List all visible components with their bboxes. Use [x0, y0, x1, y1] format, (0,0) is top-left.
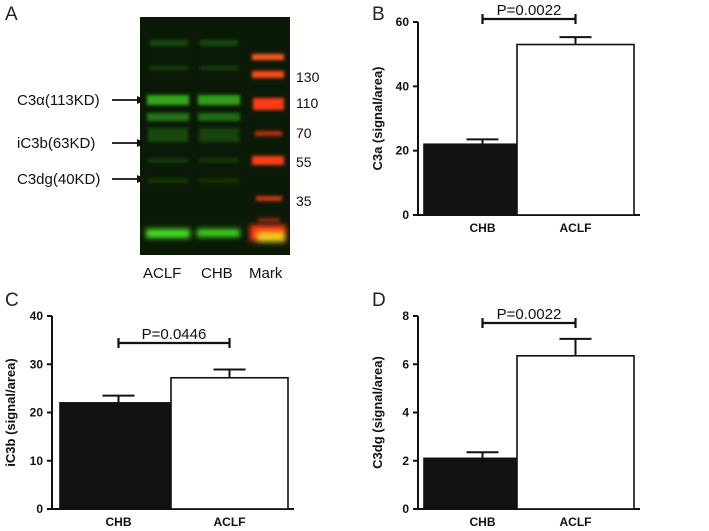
- bar-aclf: [516, 355, 635, 510]
- y-tick-label: 2: [402, 454, 409, 468]
- y-tick-label: 6: [402, 357, 409, 371]
- lane-label-mark: Mark: [249, 265, 283, 282]
- chart-b: B 0 20 40 60 C3a (signal/area) CHB ACLF P=0.0022: [370, 2, 640, 235]
- y-tick-label: 8: [402, 309, 409, 323]
- ladder-label-110: 110: [296, 95, 319, 111]
- y-axis-title: C3a (signal/area): [370, 66, 385, 170]
- panel-letter-a: A: [5, 4, 18, 25]
- band-label-c3alpha: C3α(113KD): [17, 92, 100, 109]
- panel-letter-b: B: [372, 4, 385, 25]
- blot-image: [140, 17, 290, 255]
- ladder-label-70: 70: [296, 125, 312, 141]
- category-label-aclf: ACLF: [214, 515, 246, 529]
- bar-aclf: [170, 376, 289, 510]
- y-tick-label: 20: [30, 406, 44, 420]
- arrow-ic3b: [112, 139, 146, 147]
- band-arrows: [112, 96, 146, 183]
- ladder-labels: 130 110 70 55 35: [296, 69, 320, 209]
- band-label-ic3b: iC3b(63KD): [17, 135, 95, 152]
- p-value-label: P=0.0022: [497, 306, 562, 323]
- category-label-chb: CHB: [470, 515, 496, 529]
- y-tick-label: 0: [402, 208, 409, 222]
- y-tick-label: 4: [402, 406, 409, 420]
- bar-chb: [59, 402, 178, 510]
- band-labels: C3α(113KD) iC3b(63KD) C3dg(40KD): [17, 92, 100, 188]
- ladder-label-55: 55: [296, 154, 312, 170]
- y-tick-label: 20: [396, 144, 410, 158]
- y-tick-label: 0: [36, 502, 43, 516]
- y-axis-title: iC3b (signal/area): [3, 358, 18, 466]
- category-label-aclf: ACLF: [560, 221, 592, 235]
- lane-labels: ACLF CHB Mark: [143, 265, 283, 282]
- chart-d: D 0 2 4 6 8 C3dg (signal/area) CHB ACLF P=0.0022: [370, 290, 640, 529]
- y-axis-title: C3dg (signal/area): [370, 356, 385, 469]
- bar-aclf: [516, 43, 635, 216]
- p-value-label: P=0.0446: [142, 326, 207, 343]
- y-tick-label: 30: [30, 357, 44, 371]
- arrow-c3alpha: [112, 96, 146, 104]
- ladder-label-35: 35: [296, 193, 312, 209]
- category-label-chb: CHB: [106, 515, 132, 529]
- band-label-c3dg: C3dg(40KD): [17, 171, 100, 188]
- panel-letter-d: D: [372, 290, 386, 311]
- lane-label-chb: CHB: [201, 265, 233, 282]
- category-label-chb: CHB: [470, 221, 496, 235]
- y-tick-label: 0: [402, 502, 409, 516]
- chart-c: C 0 10 20 30 40 iC3b (signal/area) CHB ACLF P=0.0…: [3, 290, 294, 529]
- y-tick-label: 10: [30, 454, 44, 468]
- p-value-label: P=0.0022: [497, 2, 562, 19]
- ladder-label-130: 130: [296, 69, 320, 85]
- lane-label-aclf: ACLF: [143, 265, 181, 282]
- y-tick-label: 60: [396, 15, 410, 29]
- panel-letter-c: C: [5, 290, 19, 311]
- arrow-c3dg: [112, 175, 146, 183]
- y-tick-label: 40: [30, 309, 44, 323]
- y-tick-label: 40: [396, 79, 410, 93]
- category-label-aclf: ACLF: [560, 515, 592, 529]
- panel-a: A: [5, 4, 320, 282]
